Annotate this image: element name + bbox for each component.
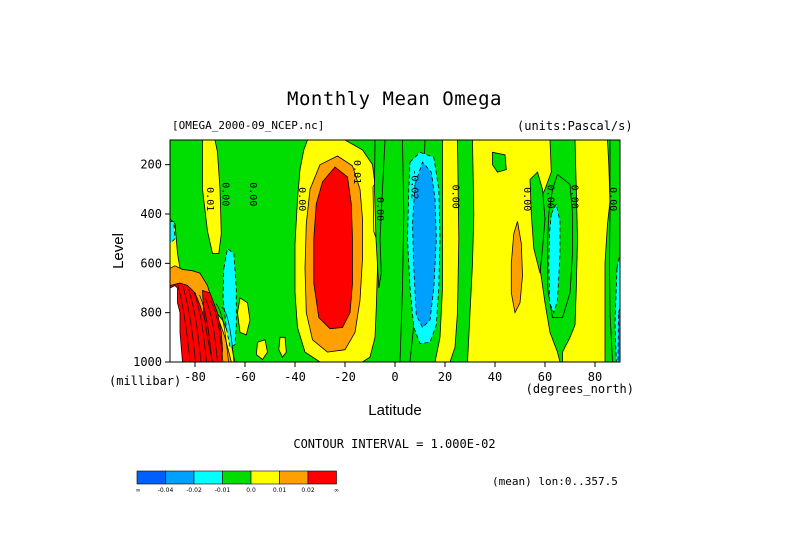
contour-line xyxy=(199,294,213,362)
colorbar-swatch xyxy=(279,470,309,485)
x-tick-label: 60 xyxy=(538,370,552,384)
colorbar-swatch xyxy=(250,470,280,485)
contour-line xyxy=(204,297,218,362)
colorbar-label: -0.04 xyxy=(158,487,174,494)
contour-region xyxy=(222,247,237,348)
colorbar-label: -0.01 xyxy=(215,487,231,494)
contour-label: 0.00 xyxy=(568,185,579,209)
x-tick-label: 40 xyxy=(488,370,502,384)
x-axis-units: (degrees_north) xyxy=(526,382,634,396)
contour-label: 0.00 xyxy=(247,182,258,206)
x-tick-label: 0 xyxy=(391,370,398,384)
contour-region xyxy=(492,151,507,173)
y-tick-label: 600 xyxy=(140,256,162,270)
colorbar-label: -0.02 xyxy=(186,487,202,494)
contour-label: 0.00 xyxy=(521,187,532,211)
contour-plot: 0.01 0.00 0.00 0.00 0.01 0.00 -0.02 0.00 0.00 0.0… xyxy=(109,139,634,419)
contour-region xyxy=(170,221,176,245)
contour-line xyxy=(177,282,191,362)
contour-label: -0.02 xyxy=(408,169,419,199)
contour-label: 0.01 xyxy=(351,160,362,184)
colorbar-label: -∞ xyxy=(136,487,141,494)
colorbar-label: 0.0 xyxy=(246,487,256,494)
topography-mask xyxy=(170,285,183,362)
colorbar-label: ∞ xyxy=(334,487,339,494)
y-tick-label: 400 xyxy=(140,207,162,221)
y-axis-label: Level xyxy=(110,233,127,269)
contour-region xyxy=(548,202,561,314)
mean-longitude-note: (mean) lon:0..357.5 xyxy=(492,475,618,488)
colorbar-swatch xyxy=(165,470,195,485)
contour-line xyxy=(215,303,229,362)
y-tick-label: 200 xyxy=(140,158,162,172)
x-tick-label: -80 xyxy=(184,370,206,384)
y-axis-units: (millibar) xyxy=(109,374,181,388)
y-tick-label: 800 xyxy=(140,306,162,320)
contour-region xyxy=(562,140,611,362)
contour-region xyxy=(313,166,353,330)
colorbar-label: 0.01 xyxy=(273,487,287,494)
x-tick-label: 20 xyxy=(438,370,452,384)
x-tick-label: 80 xyxy=(588,370,602,384)
colorbar-swatch xyxy=(193,470,223,485)
contour-region xyxy=(434,140,460,362)
contour-label: 0.01 xyxy=(204,187,215,211)
contour-region xyxy=(255,339,268,361)
contour-label: 0.00 xyxy=(296,187,307,211)
x-axis-label: Latitude xyxy=(368,402,421,419)
contour-line xyxy=(188,288,202,362)
units-label: (units:Pascal/s) xyxy=(517,119,633,133)
contour-region xyxy=(412,161,437,329)
contour-label: 0.00 xyxy=(450,185,461,209)
colorbar-swatch xyxy=(307,470,337,485)
contour-label: 0.00 xyxy=(374,197,385,221)
contour-region xyxy=(202,289,223,362)
colorbar-swatch xyxy=(222,470,252,485)
contour-region xyxy=(202,140,222,254)
contour-region xyxy=(510,221,523,314)
contour-region xyxy=(374,140,386,289)
x-tick-label: -60 xyxy=(234,370,256,384)
x-tick-label: -40 xyxy=(284,370,306,384)
chart-title: Monthly Mean Omega xyxy=(287,88,502,110)
contour-region xyxy=(278,336,287,358)
contour-region xyxy=(237,297,251,336)
x-tick-label: -20 xyxy=(334,370,356,384)
contour-label: 0.00 xyxy=(607,187,618,211)
contour-line xyxy=(221,306,235,362)
contour-line xyxy=(193,291,207,362)
contour-label: 0.00 xyxy=(545,185,556,209)
contour-line xyxy=(182,285,196,362)
dataset-label: [OMEGA_2000-09_NCEP.nc] xyxy=(172,119,325,132)
colorbar: -∞ -0.04 -0.02 -0.01 0.0 0.01 0.02 ∞ xyxy=(136,470,339,494)
y-tick-label: 1000 xyxy=(133,355,162,369)
contour-region xyxy=(529,171,546,274)
contour-label: 0.00 xyxy=(220,182,231,206)
colorbar-swatch xyxy=(136,470,166,485)
colorbar-label: 0.02 xyxy=(301,487,315,494)
contour-interval-note: CONTOUR INTERVAL = 1.000E-02 xyxy=(293,437,496,451)
contour-line xyxy=(210,300,224,362)
